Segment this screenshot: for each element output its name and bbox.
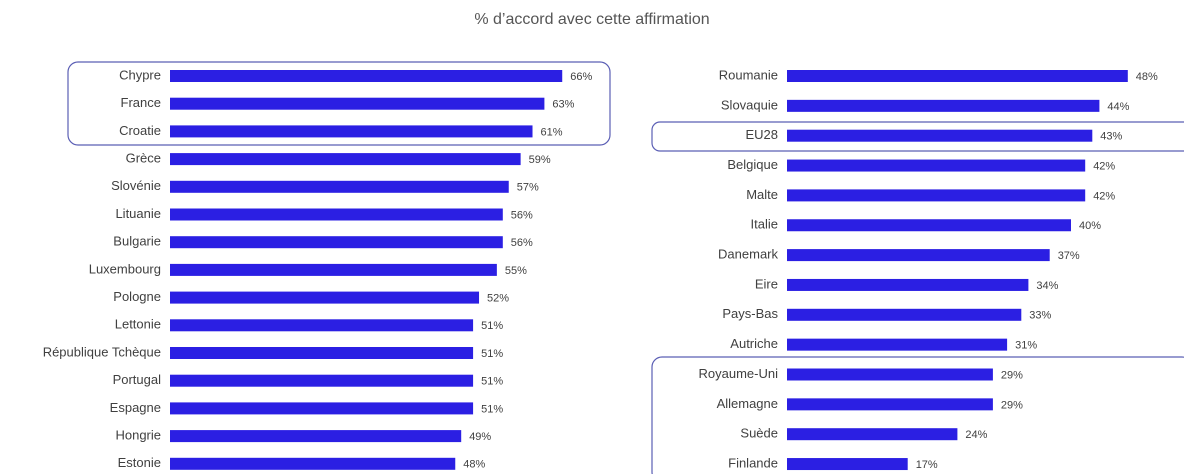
bar xyxy=(170,70,563,82)
bar xyxy=(170,180,509,193)
bar xyxy=(170,208,503,221)
highlight-box xyxy=(651,121,1184,152)
category-label: Slovaquie xyxy=(721,97,778,112)
bar xyxy=(170,319,474,332)
value-label: 56% xyxy=(511,237,533,249)
bar xyxy=(170,153,521,166)
value-label: 24% xyxy=(965,429,987,441)
category-label: Danemark xyxy=(718,247,778,262)
bar xyxy=(787,249,1050,262)
bar xyxy=(170,125,533,138)
category-label: Grèce xyxy=(126,151,161,166)
category-label: Slovénie xyxy=(111,178,161,193)
value-label: 51% xyxy=(481,348,503,360)
highlight-box xyxy=(651,356,1184,474)
category-label: Pologne xyxy=(113,289,161,304)
category-label: République Tchèque xyxy=(43,344,161,359)
value-label: 40% xyxy=(1079,220,1101,232)
highlight-box xyxy=(67,61,611,146)
category-label: Italie xyxy=(751,217,778,232)
value-label: 44% xyxy=(1107,101,1129,113)
bar xyxy=(787,159,1086,172)
chart-title: % d’accord avec cette affirmation xyxy=(474,11,709,28)
value-label: 51% xyxy=(481,376,503,388)
category-label: Eire xyxy=(755,276,778,291)
bar xyxy=(170,97,545,110)
value-label: 34% xyxy=(1036,280,1058,292)
value-label: 63% xyxy=(552,99,574,111)
bar xyxy=(170,236,503,249)
category-label: Belgique xyxy=(727,157,778,172)
category-label: Croatie xyxy=(119,123,161,138)
bar xyxy=(170,430,462,443)
category-label: Malte xyxy=(746,187,778,202)
bar xyxy=(170,263,497,276)
value-label: 48% xyxy=(1136,71,1158,83)
bar xyxy=(787,129,1093,142)
value-label: 51% xyxy=(481,403,503,415)
category-label: Royaume-Uni xyxy=(699,366,779,381)
bar xyxy=(787,338,1008,351)
category-label: Estonie xyxy=(118,455,161,470)
bar xyxy=(787,278,1029,291)
category-label: Autriche xyxy=(730,336,778,351)
bar xyxy=(787,428,958,441)
category-label: Espagne xyxy=(110,400,161,415)
category-label: Lettonie xyxy=(115,317,161,332)
value-label: 17% xyxy=(916,459,938,471)
category-label: Pays-Bas xyxy=(722,306,778,321)
category-label: EU28 xyxy=(745,127,778,142)
bar xyxy=(170,457,456,470)
bar xyxy=(787,70,1128,82)
bar xyxy=(170,291,480,304)
category-label: Suède xyxy=(740,426,778,441)
bar xyxy=(170,374,474,387)
category-label: Finlande xyxy=(728,455,778,470)
value-label: 43% xyxy=(1100,131,1122,143)
category-label: Chypre xyxy=(119,67,161,82)
bar xyxy=(787,398,993,411)
value-label: 55% xyxy=(505,265,527,277)
value-label: 52% xyxy=(487,293,509,305)
value-label: 37% xyxy=(1058,250,1080,262)
category-label: Portugal xyxy=(113,372,162,387)
value-label: 42% xyxy=(1093,190,1115,202)
value-label: 29% xyxy=(1001,399,1023,411)
value-label: 61% xyxy=(541,126,563,138)
value-label: 56% xyxy=(511,209,533,221)
value-label: 49% xyxy=(469,431,491,443)
bar xyxy=(787,219,1071,232)
bar xyxy=(787,368,993,381)
bar xyxy=(170,402,474,415)
value-label: 57% xyxy=(517,182,539,194)
bar xyxy=(787,458,908,471)
category-label: Lituanie xyxy=(115,206,161,221)
value-label: 29% xyxy=(1001,369,1023,381)
value-label: 51% xyxy=(481,320,503,332)
category-label: Allemagne xyxy=(717,396,778,411)
value-label: 66% xyxy=(570,71,592,83)
category-label: Luxembourg xyxy=(89,261,161,276)
category-label: Bulgarie xyxy=(113,234,161,249)
bar xyxy=(787,308,1022,321)
category-label: Roumanie xyxy=(719,67,778,82)
category-label: Hongrie xyxy=(115,428,161,443)
value-label: 48% xyxy=(463,459,485,471)
bar xyxy=(170,347,474,359)
category-label: France xyxy=(121,95,161,110)
value-label: 59% xyxy=(529,154,551,166)
value-label: 42% xyxy=(1093,160,1115,172)
bar xyxy=(787,189,1086,202)
value-label: 33% xyxy=(1029,310,1051,322)
bar xyxy=(787,99,1100,112)
value-label: 31% xyxy=(1015,340,1037,352)
